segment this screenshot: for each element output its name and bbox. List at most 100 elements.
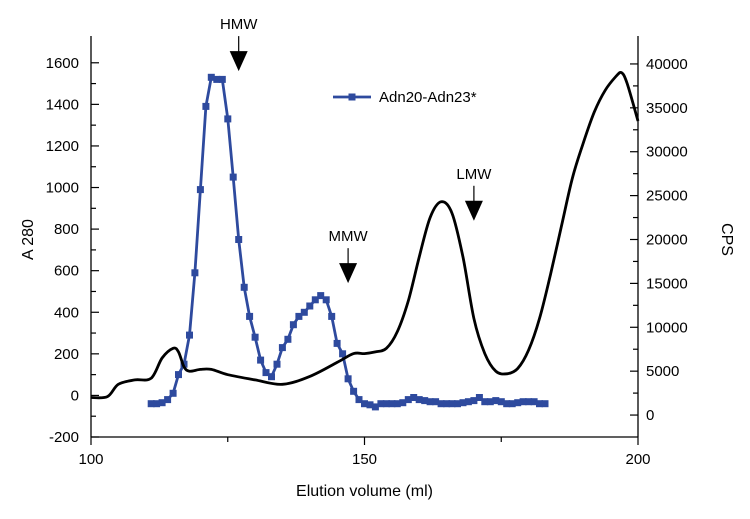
y-right-tick-label: 30000 — [646, 144, 688, 161]
data-point-marker — [514, 399, 522, 407]
data-point-marker — [355, 396, 363, 404]
data-point-marker — [207, 73, 215, 81]
data-point-marker — [530, 398, 538, 406]
annotation-arrow-head — [229, 51, 248, 72]
data-point-marker — [191, 269, 199, 277]
y-right-tick-label: 15000 — [646, 275, 688, 292]
data-point-marker — [295, 312, 303, 320]
data-point-marker — [278, 344, 286, 352]
y-right-tick-label: 0 — [646, 407, 654, 424]
data-point-marker — [541, 400, 549, 408]
legend: Adn20-Adn23* — [333, 89, 477, 106]
data-point-marker — [366, 401, 374, 409]
data-point-marker — [350, 387, 358, 395]
legend-label: Adn20-Adn23* — [379, 89, 477, 106]
data-point-marker — [311, 296, 319, 304]
data-point-marker — [399, 399, 407, 407]
data-point-marker — [459, 399, 467, 407]
annotation-label: HMW — [220, 16, 258, 33]
data-point-marker — [361, 400, 368, 408]
x-axis-title: Elution volume (ml) — [296, 483, 433, 500]
y-right-axis-title: CPS — [718, 223, 735, 256]
data-point-marker — [519, 398, 527, 406]
data-point-marker — [196, 186, 204, 194]
y-left-tick-label: 600 — [54, 263, 79, 280]
series-layer — [90, 70, 640, 411]
data-point-marker — [388, 400, 396, 408]
y-right-tick-label: 10000 — [646, 319, 688, 336]
data-point-marker — [317, 292, 325, 300]
data-point-marker — [432, 398, 440, 406]
data-point-marker — [328, 312, 336, 320]
data-point-marker — [492, 397, 500, 405]
y-right-tick-label: 20000 — [646, 232, 688, 249]
data-point-marker — [443, 400, 451, 408]
data-point-marker — [486, 398, 494, 406]
data-point-marker — [404, 396, 412, 404]
data-point-marker — [257, 356, 265, 364]
x-tick-label: 150 — [352, 451, 377, 468]
data-point-marker — [300, 308, 308, 316]
data-point-marker — [284, 335, 292, 343]
annotations: HMW MMW LMW — [220, 16, 492, 284]
data-point-marker — [202, 102, 210, 110]
data-point-marker — [262, 369, 270, 377]
y-left-tick-label: 1200 — [46, 138, 79, 155]
y-left-tick-label: 0 — [71, 387, 79, 404]
y-left-tick-label: -200 — [49, 429, 79, 446]
y-left-tick-label: 1400 — [46, 96, 79, 113]
y-left-tick-label: 1000 — [46, 180, 79, 197]
data-point-marker — [382, 400, 390, 408]
data-point-marker — [169, 389, 177, 397]
data-point-marker — [410, 394, 418, 401]
annotation-label: MMW — [329, 228, 369, 245]
y-left-tick-label: 800 — [54, 221, 79, 238]
data-point-marker — [229, 173, 237, 181]
data-point-marker — [415, 396, 423, 404]
data-point-marker — [503, 400, 511, 408]
data-point-marker — [497, 398, 505, 406]
series-line-cps — [90, 70, 640, 400]
data-point-marker — [147, 400, 155, 408]
x-tick-label: 100 — [78, 451, 103, 468]
data-point-marker — [426, 398, 434, 406]
data-point-marker — [268, 373, 275, 381]
data-point-marker — [224, 115, 232, 123]
data-point-marker — [481, 398, 489, 406]
y-left-tick-label: 1600 — [46, 55, 79, 72]
data-point-marker — [306, 302, 314, 310]
data-point-marker — [246, 312, 254, 320]
data-point-marker — [175, 371, 182, 379]
data-point-marker — [437, 400, 445, 408]
data-point-marker — [289, 321, 297, 329]
data-point-marker — [333, 339, 341, 347]
data-point-marker — [273, 360, 281, 368]
legend-swatch-marker — [348, 93, 356, 101]
data-point-marker — [235, 236, 243, 243]
y-right-tick-label: 25000 — [646, 188, 688, 205]
data-point-marker — [322, 296, 330, 304]
y-left-axis-title: A 280 — [20, 219, 37, 260]
data-point-marker — [344, 375, 352, 383]
y-left-tick-label: 400 — [54, 304, 79, 321]
data-point-marker — [213, 75, 221, 83]
data-point-marker — [186, 331, 193, 339]
x-tick-label: 200 — [625, 451, 650, 468]
data-point-marker — [158, 399, 166, 407]
data-point-marker — [218, 75, 226, 83]
data-point-marker — [251, 333, 259, 341]
data-point-marker — [164, 396, 172, 404]
data-point-marker — [448, 400, 456, 408]
data-point-marker — [240, 283, 248, 291]
data-point-marker — [371, 403, 379, 411]
data-point-marker — [153, 400, 161, 408]
data-point-marker — [536, 400, 543, 408]
annotation-arrow-head — [464, 200, 483, 221]
data-point-marker — [475, 394, 483, 401]
data-point-marker — [339, 350, 347, 358]
y-right-tick-label: 35000 — [646, 100, 688, 117]
annotation-label: LMW — [456, 166, 492, 183]
data-point-marker — [470, 397, 478, 405]
data-point-marker — [393, 400, 401, 408]
